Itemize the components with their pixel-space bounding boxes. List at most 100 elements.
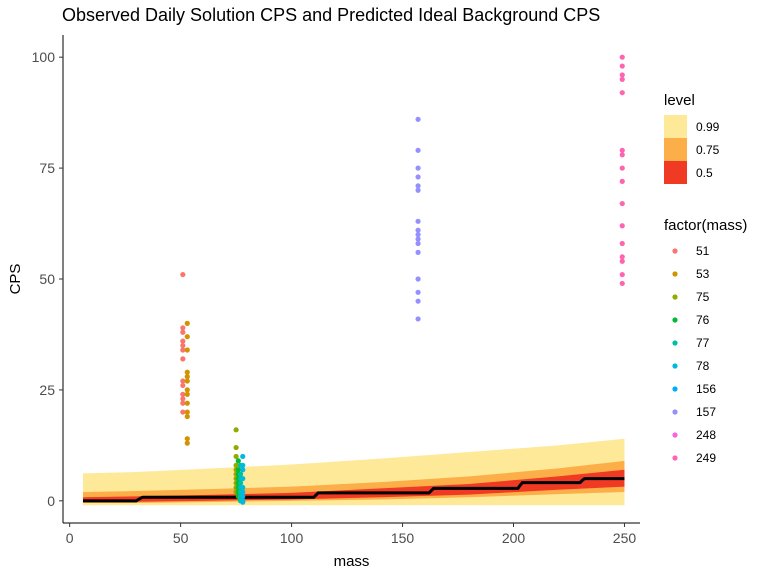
legend-label-75: 75 (696, 290, 710, 304)
series-78 (240, 453, 246, 505)
data-point (619, 200, 625, 207)
data-point (415, 187, 421, 193)
data-point (619, 76, 625, 82)
data-point (180, 325, 186, 331)
chart-title: Observed Daily Solution CPS and Predicte… (62, 5, 601, 25)
data-point (240, 484, 246, 491)
series-51 (180, 271, 186, 415)
legend-label-157: 157 (696, 405, 716, 419)
data-point (180, 329, 186, 335)
legend-key-77 (672, 340, 678, 346)
x-axis-title: mass (334, 553, 370, 570)
legend-label-0.5: 0.5 (696, 166, 713, 180)
data-point (240, 453, 246, 460)
data-point (415, 289, 421, 295)
data-point (619, 63, 625, 69)
x-tick-label: 50 (173, 530, 189, 546)
data-point (237, 471, 244, 477)
series-249 (619, 54, 625, 287)
legend-swatch-0.5 (664, 161, 687, 184)
y-tick-label: 100 (32, 49, 56, 65)
legend-label-53: 53 (696, 267, 710, 281)
data-point (233, 444, 239, 451)
data-point (184, 400, 190, 406)
data-point (240, 499, 246, 505)
data-point (180, 391, 186, 397)
legend-label-76: 76 (696, 313, 710, 327)
data-point (184, 320, 190, 326)
data-point (184, 374, 190, 380)
y-tick-label: 75 (39, 160, 55, 176)
data-point (233, 427, 239, 433)
data-point (180, 356, 186, 362)
data-point (184, 378, 190, 384)
series-157 (415, 116, 421, 322)
data-point (415, 236, 421, 242)
data-point (184, 436, 190, 442)
data-point (180, 347, 186, 353)
data-point (184, 391, 190, 397)
data-point (619, 254, 625, 260)
data-point (415, 147, 421, 153)
legend-swatch-0.99 (664, 115, 687, 138)
data-point (415, 116, 421, 122)
legend-key-249 (672, 455, 678, 461)
legend-key-157 (672, 409, 678, 415)
data-point (180, 271, 186, 278)
data-point (415, 276, 421, 282)
data-point (184, 440, 190, 446)
data-point (415, 174, 421, 180)
data-point (415, 227, 421, 233)
data-point (240, 489, 246, 495)
data-point (235, 458, 241, 464)
x-tick-label: 100 (280, 530, 304, 546)
legend-key-75 (672, 294, 678, 300)
data-point (233, 462, 239, 468)
data-point (415, 240, 421, 247)
legend-key-248 (672, 432, 678, 438)
data-point (237, 480, 244, 486)
legend-key-53 (672, 271, 678, 277)
observed-points (180, 54, 625, 505)
data-point (180, 396, 186, 402)
data-point (184, 413, 190, 420)
data-point (619, 72, 625, 78)
data-point (415, 218, 421, 224)
data-point (619, 240, 625, 247)
data-point (619, 165, 625, 171)
data-point (415, 249, 421, 255)
x-tick-label: 150 (391, 530, 415, 546)
legend-label-78: 78 (696, 359, 710, 373)
x-tick-label: 250 (613, 530, 637, 546)
data-point (240, 476, 246, 482)
data-point (180, 378, 186, 384)
median-line-path (82, 477, 625, 503)
data-point (415, 316, 421, 322)
legend-label-248: 248 (696, 428, 716, 442)
data-point (240, 462, 246, 468)
data-point (180, 409, 186, 415)
x-tick-label: 0 (66, 530, 74, 546)
legend-label-0.75: 0.75 (696, 143, 720, 157)
y-tick-label: 0 (47, 493, 55, 509)
data-point (184, 334, 190, 340)
y-axis-title: CPS (7, 264, 24, 295)
data-point (619, 147, 625, 153)
data-point (415, 165, 421, 171)
data-point (184, 347, 190, 353)
legend-key-76 (672, 317, 678, 323)
median-line (82, 477, 625, 503)
data-point (619, 178, 625, 184)
legend-label-77: 77 (696, 336, 710, 350)
x-tick-label: 200 (502, 530, 526, 546)
legend-key-156 (672, 386, 678, 392)
legend-title-factor: factor(mass) (664, 217, 747, 234)
data-point (180, 400, 186, 406)
legend-label-51: 51 (696, 244, 710, 258)
data-point (180, 338, 186, 344)
data-point (240, 493, 246, 499)
data-point (184, 369, 190, 375)
data-point (415, 298, 421, 304)
y-tick-label: 50 (39, 271, 55, 287)
